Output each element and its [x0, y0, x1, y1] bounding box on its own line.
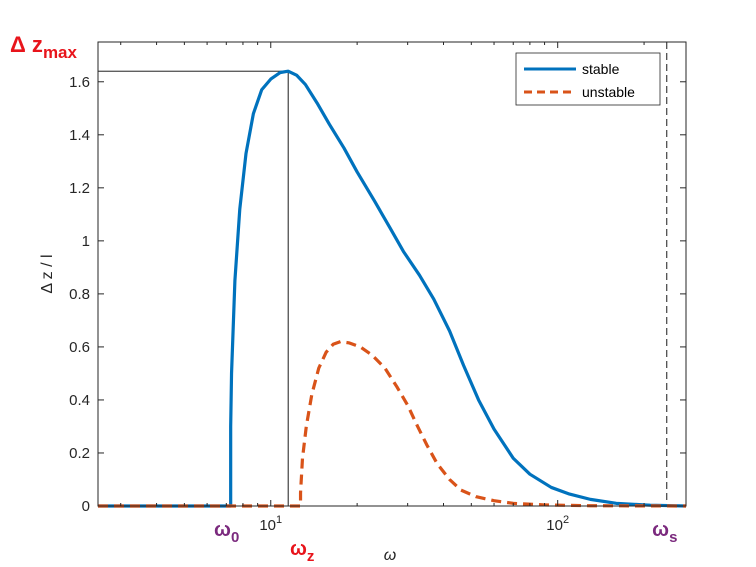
y-tick-label: 0.4 [69, 392, 90, 409]
plot-area [98, 42, 686, 506]
x-tick-label: 101 [259, 514, 282, 534]
y-tick-label: 0.8 [69, 286, 90, 303]
x-axis-ticks: 101 102 [120, 42, 645, 534]
series-line-unstable [98, 340, 687, 508]
y-tick-label: 1.4 [69, 127, 90, 144]
legend-label-stable: stable [582, 61, 620, 77]
y-tick-label: 0.2 [69, 445, 90, 462]
axes-box [97, 41, 687, 507]
y-tick-label: 1.2 [69, 180, 90, 197]
x-axis-label: ω [384, 547, 396, 564]
y-axis-ticks: 0 0.2 0.4 0.6 0.8 1 1.2 1.4 1.6 [69, 74, 686, 515]
annotation-dz-max: Δ zmax [10, 32, 78, 62]
annotation-omega-s: ωs [652, 519, 677, 546]
y-tick-label: 1 [82, 233, 90, 250]
series-layer [98, 69, 687, 508]
legend: stable unstable [515, 52, 661, 106]
y-tick-label: 0 [82, 498, 90, 515]
y-tick-label: 0.6 [69, 339, 90, 356]
reference-lines [98, 42, 668, 506]
legend-label-unstable: unstable [582, 84, 635, 100]
series-line-stable [98, 69, 687, 508]
annotation-omega-0: ω0 [214, 519, 239, 546]
legend-box [515, 52, 661, 106]
y-tick-label: 1.6 [69, 74, 90, 91]
annotation-omega-z: ωz [290, 538, 314, 565]
y-axis-label: Δ z / l [39, 254, 56, 293]
x-tick-label: 102 [546, 514, 569, 534]
